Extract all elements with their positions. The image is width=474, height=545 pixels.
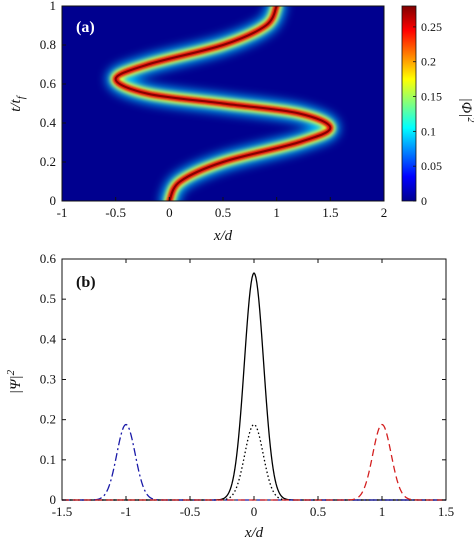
panel-a-ytick-label: 0.6 <box>40 76 57 91</box>
panel-b-ytick-label: 0.3 <box>40 372 56 387</box>
panel-b-ytick-label: 0 <box>50 492 57 507</box>
panel-b-xtick-label: 1 <box>379 504 386 519</box>
panel-b-xtick-label: 0.5 <box>310 504 326 519</box>
panel-a-ytick-label: 0.8 <box>40 37 56 52</box>
panel-b-ylabel: |Ψ|2 <box>5 369 24 394</box>
panel-b-ytick-label: 0.4 <box>40 331 57 346</box>
panel-a-label: (a) <box>76 19 95 36</box>
panel-b-ytick-label: 0.1 <box>40 452 56 467</box>
colorbar <box>401 5 417 202</box>
trajectory-peak <box>114 6 332 201</box>
panel-b-ticks: -1.5 -1 -0.5 0 0.5 1 1.5 0 0.1 0.2 0.3 0.4 0.5 0.6 <box>40 251 454 519</box>
panel-a-ytick-label: 0.4 <box>40 115 57 130</box>
panel-a-xlabel: x/d <box>213 228 233 244</box>
panel-a-ytick-label: 0.2 <box>40 154 56 169</box>
panel-b-line: -1.5 -1 -0.5 0 0.5 1 1.5 0 0.1 0.2 0.3 0.4 0.5 0.6 (b… <box>5 251 454 541</box>
panel-b-frame <box>61 258 447 501</box>
colorbar-tick-label: 0.05 <box>421 159 442 173</box>
panel-b-xtick-label: -1 <box>121 504 132 519</box>
colorbar-tick-label: 0.25 <box>421 20 442 34</box>
panel-a-xtick-label: 2 <box>381 205 388 220</box>
panel-a-ytick-label: 1 <box>50 0 57 13</box>
panel-a-ylabel: t/tf <box>8 94 27 112</box>
colorbar-tick-label: 0.1 <box>421 124 436 138</box>
panel-a-xtick-label: -1 <box>57 205 68 220</box>
panel-a-ytick-label: 0 <box>50 193 57 208</box>
panel-a-xtick-label: 0 <box>166 205 173 220</box>
colorbar-tick-label: 0 <box>421 194 427 208</box>
panel-b-xtick-label: 1.5 <box>438 504 454 519</box>
panel-b-xtick-label: -0.5 <box>180 504 201 519</box>
panel-a-ticks: -1 -0.5 0 0.5 1 1.5 2 0 0.2 0.4 0.6 0.8 1 <box>40 0 388 220</box>
panel-b-ytick-label: 0.5 <box>40 291 56 306</box>
colorbar-tick-label: 0.2 <box>421 55 436 69</box>
panel-a-heatmap: -1 -0.5 0 0.5 1 1.5 2 0 0.2 0.4 0.6 0.8 1 (a) x/d t/… <box>8 0 474 244</box>
panel-a-xtick-label: 0.5 <box>215 205 231 220</box>
panel-b-label: (b) <box>76 274 96 291</box>
colorbar-tick-label: 0.15 <box>421 90 442 104</box>
panel-b-xtick-label: 0 <box>251 504 258 519</box>
panel-a-xtick-label: 1.5 <box>322 205 338 220</box>
panel-b-ytick-label: 0.6 <box>40 251 57 266</box>
colorbar-ticks: 0 0.05 0.1 0.15 0.2 0.25 <box>413 20 442 208</box>
panel-b-xtick-label: -1.5 <box>52 504 73 519</box>
heatmap-trajectory <box>106 6 340 201</box>
panel-b-series-dashdot-2 <box>62 423 446 501</box>
panel-a-xtick-label: 1 <box>273 205 280 220</box>
panel-b-ytick-label: 0.2 <box>40 412 56 427</box>
panel-a-xtick-label: -0.5 <box>105 205 126 220</box>
colorbar-label: |Φ|2 <box>458 98 474 123</box>
panel-b-xlabel: x/d <box>244 525 264 541</box>
